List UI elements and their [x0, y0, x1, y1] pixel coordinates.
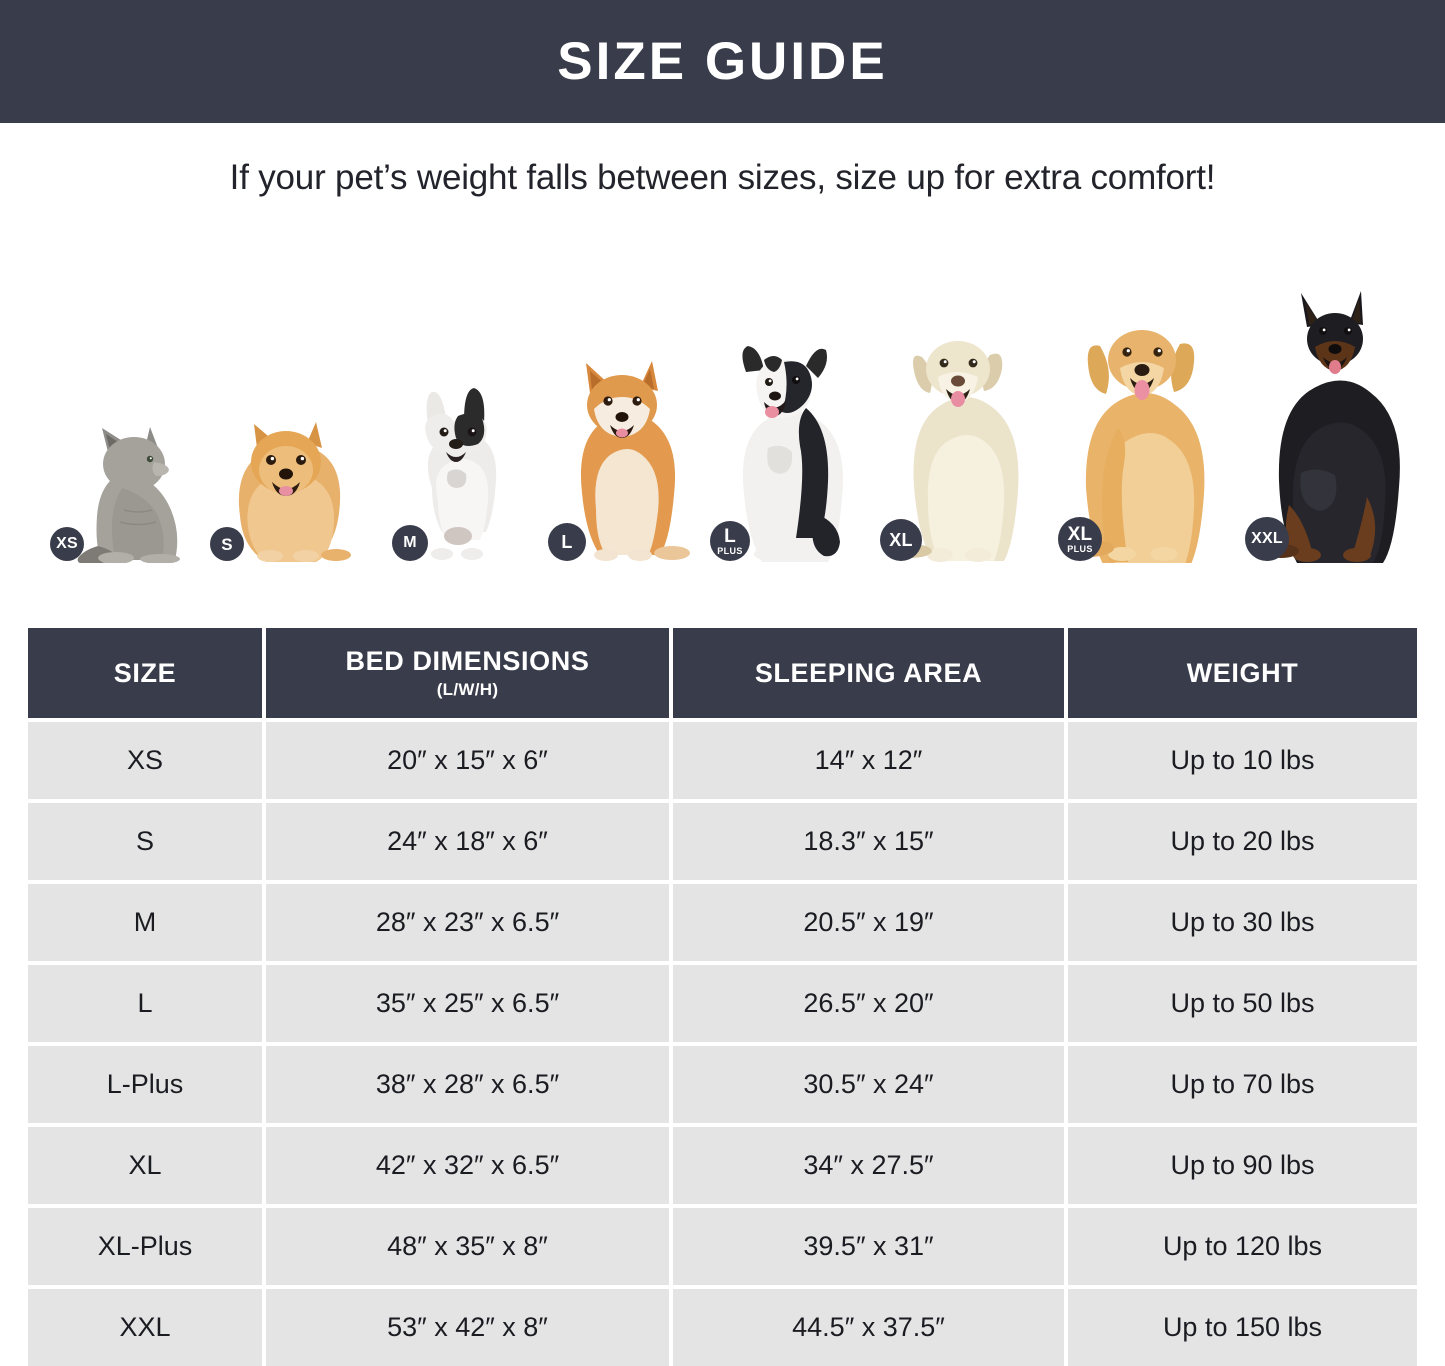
table-header-size: SIZE: [28, 628, 266, 718]
size-badge-label: M: [403, 534, 417, 551]
size-badge-xl: XL: [880, 519, 922, 561]
size-badge-m: M: [392, 525, 428, 561]
size-table: SIZE BED DIMENSIONS (L/W/H) SLEEPING ARE…: [28, 628, 1417, 1366]
pet-item-xl-plus: XL PLUS: [1058, 308, 1238, 563]
table-row: M 28″ x 23″ x 6.5″ 20.5″ x 19″ Up to 30 …: [28, 884, 1417, 961]
pet-item-xs: XS: [50, 418, 220, 563]
cell-sleeping-area: 44.5″ x 37.5″: [673, 1289, 1068, 1366]
pet-item-s: S: [210, 408, 370, 563]
table-header-row: SIZE BED DIMENSIONS (L/W/H) SLEEPING ARE…: [28, 628, 1417, 718]
size-badge-l: L: [548, 523, 586, 561]
cell-sleeping-area: 30.5″ x 24″: [673, 1046, 1068, 1123]
cell-bed-dimensions: 20″ x 15″ x 6″: [266, 722, 673, 799]
pet-item-xl: XL: [880, 323, 1050, 563]
table-header-weight: WEIGHT: [1068, 628, 1417, 718]
cell-bed-dimensions: 35″ x 25″ x 6.5″: [266, 965, 673, 1042]
size-badge-label: XS: [56, 535, 78, 552]
subtitle-container: If your pet’s weight falls between sizes…: [0, 123, 1445, 233]
pet-item-xxl: XXL: [1245, 291, 1425, 563]
column-header-sublabel: (L/W/H): [436, 680, 499, 699]
size-badge-label: L: [561, 532, 573, 552]
cell-size: XS: [28, 722, 266, 799]
cell-sleeping-area: 20.5″ x 19″: [673, 884, 1068, 961]
table-row: XS 20″ x 15″ x 6″ 14″ x 12″ Up to 10 lbs: [28, 722, 1417, 799]
pet-item-l: L: [548, 353, 708, 563]
table-row: XL 42″ x 32″ x 6.5″ 34″ x 27.5″ Up to 90…: [28, 1127, 1417, 1204]
column-header-label: SLEEPING AREA: [754, 657, 983, 688]
border-collie-dog-icon: [742, 346, 843, 562]
cell-size: S: [28, 803, 266, 880]
pet-item-l-plus: L PLUS: [710, 338, 870, 563]
cell-bed-dimensions: 42″ x 32″ x 6.5″: [266, 1127, 673, 1204]
table-row: S 24″ x 18″ x 6″ 18.3″ x 15″ Up to 20 lb…: [28, 803, 1417, 880]
table-row: L 35″ x 25″ x 6.5″ 26.5″ x 20″ Up to 50 …: [28, 965, 1417, 1042]
cell-bed-dimensions: 53″ x 42″ x 8″: [266, 1289, 673, 1366]
cell-size: L: [28, 965, 266, 1042]
cell-size: XL-Plus: [28, 1208, 266, 1285]
size-badge-xxl: XXL: [1245, 517, 1289, 561]
page-title: SIZE GUIDE: [557, 32, 888, 91]
column-header-label: BED DIMENSIONS: [345, 646, 590, 676]
size-badge-xl-plus: XL PLUS: [1058, 517, 1102, 561]
size-badge-label: L: [724, 525, 736, 547]
pet-size-illustration-strip: XS S: [0, 233, 1445, 563]
table-row: L-Plus 38″ x 28″ x 6.5″ 30.5″ x 24″ Up t…: [28, 1046, 1417, 1123]
table-body: XS 20″ x 15″ x 6″ 14″ x 12″ Up to 10 lbs…: [28, 722, 1417, 1366]
cell-sleeping-area: 26.5″ x 20″: [673, 965, 1068, 1042]
cell-bed-dimensions: 48″ x 35″ x 8″: [266, 1208, 673, 1285]
cell-weight: Up to 20 lbs: [1068, 803, 1417, 880]
size-badge-sublabel: PLUS: [717, 545, 743, 556]
table-header-bed-dimensions: BED DIMENSIONS (L/W/H): [266, 628, 673, 718]
cell-sleeping-area: 14″ x 12″: [673, 722, 1068, 799]
size-badge-label: XXL: [1251, 530, 1283, 547]
subtitle-text: If your pet’s weight falls between sizes…: [229, 158, 1216, 197]
size-badge-sublabel: PLUS: [1067, 543, 1093, 554]
doberman-pinscher-dog-icon: [1263, 291, 1400, 563]
column-header-label: SIZE: [113, 657, 177, 688]
size-badge-label: S: [221, 534, 233, 554]
column-header-label: WEIGHT: [1186, 657, 1299, 688]
golden-retriever-dog-icon: [1062, 330, 1205, 563]
cell-bed-dimensions: 24″ x 18″ x 6″: [266, 803, 673, 880]
size-badge-label: XL: [889, 530, 913, 550]
size-badge-s: S: [210, 527, 244, 561]
table-row: XL-Plus 48″ x 35″ x 8″ 39.5″ x 31″ Up to…: [28, 1208, 1417, 1285]
cell-size: XXL: [28, 1289, 266, 1366]
cell-weight: Up to 50 lbs: [1068, 965, 1417, 1042]
cell-weight: Up to 120 lbs: [1068, 1208, 1417, 1285]
cell-sleeping-area: 34″ x 27.5″: [673, 1127, 1068, 1204]
cell-sleeping-area: 18.3″ x 15″: [673, 803, 1068, 880]
pet-item-m: M: [392, 388, 542, 563]
pomeranian-dog-icon: [238, 422, 351, 562]
cell-weight: Up to 10 lbs: [1068, 722, 1417, 799]
cell-weight: Up to 150 lbs: [1068, 1289, 1417, 1366]
labrador-retriever-dog-icon: [888, 341, 1019, 562]
cell-weight: Up to 70 lbs: [1068, 1046, 1417, 1123]
size-badge-xs: XS: [50, 527, 84, 561]
cell-bed-dimensions: 28″ x 23″ x 6.5″: [266, 884, 673, 961]
cell-weight: Up to 90 lbs: [1068, 1127, 1417, 1204]
cell-size: M: [28, 884, 266, 961]
cell-bed-dimensions: 38″ x 28″ x 6.5″: [266, 1046, 673, 1123]
sitting-cat-gray-icon: [77, 427, 180, 563]
size-badge-label: XL: [1067, 523, 1093, 545]
cell-size: XL: [28, 1127, 266, 1204]
shiba-inu-dog-icon: [580, 361, 690, 561]
cell-weight: Up to 30 lbs: [1068, 884, 1417, 961]
title-band: SIZE GUIDE: [0, 0, 1445, 123]
size-badge-l-plus: L PLUS: [710, 521, 750, 561]
table-row: XXL 53″ x 42″ x 8″ 44.5″ x 37.5″ Up to 1…: [28, 1289, 1417, 1366]
french-bulldog-icon: [425, 388, 497, 560]
cell-sleeping-area: 39.5″ x 31″: [673, 1208, 1068, 1285]
table-header-sleeping-area: SLEEPING AREA: [673, 628, 1068, 718]
cell-size: L-Plus: [28, 1046, 266, 1123]
